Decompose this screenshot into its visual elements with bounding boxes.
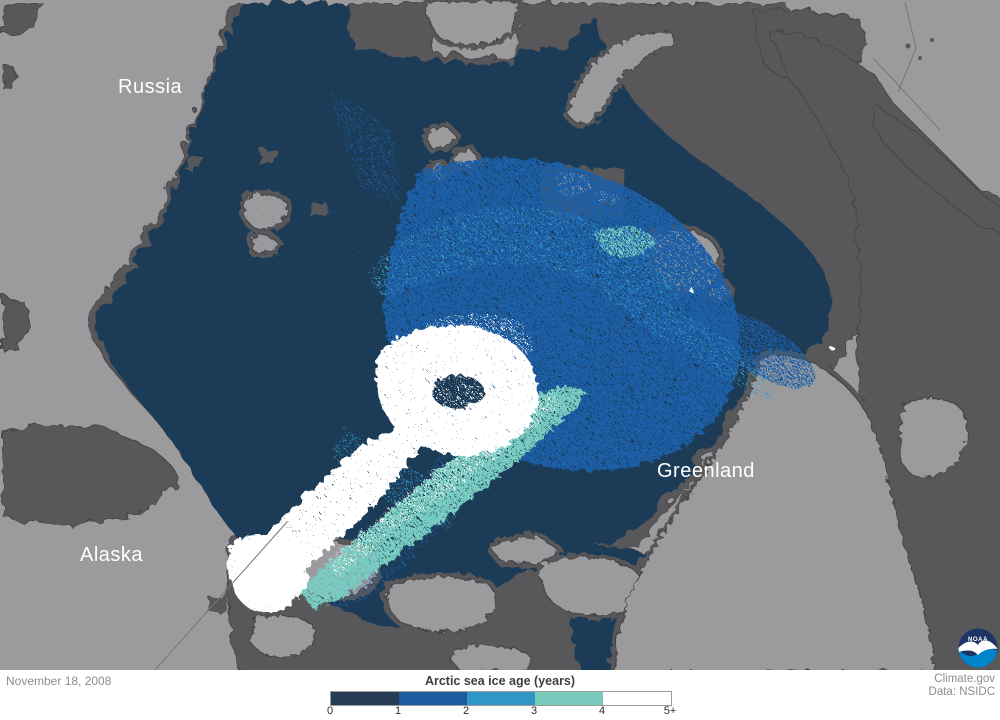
bering-sea bbox=[0, 421, 179, 522]
date-label: November 18, 2008 bbox=[6, 674, 112, 688]
legend-color-segment bbox=[399, 692, 467, 705]
noaa-gull-icon bbox=[958, 640, 998, 655]
border-lines bbox=[154, 1, 941, 670]
label-alaska: Alaska bbox=[80, 544, 143, 566]
legend-tick-label: 0 bbox=[326, 705, 334, 717]
credits: Climate.gov Data: NSIDC bbox=[929, 673, 995, 698]
legend-tick-label: 3 bbox=[530, 705, 538, 717]
legend-colorbar bbox=[330, 691, 672, 706]
noaa-logo: NOAA bbox=[958, 628, 998, 668]
legend-color-segment bbox=[603, 692, 671, 705]
legend-tick-label: 5+ bbox=[663, 705, 677, 717]
legend-color-segment bbox=[535, 692, 603, 705]
credit-climate-gov: Climate.gov bbox=[934, 673, 995, 685]
label-russia: Russia bbox=[118, 76, 183, 98]
legend-title: Arctic sea ice age (years) bbox=[424, 674, 576, 688]
legend-tick-label: 2 bbox=[462, 705, 470, 717]
legend-tick-label: 4 bbox=[598, 705, 606, 717]
legend-tick-label: 1 bbox=[394, 705, 402, 717]
arctic-map: Russia Alaska Greenland NOAA bbox=[0, 0, 1000, 670]
baltic-sea bbox=[871, 100, 1000, 231]
lakes bbox=[905, 38, 934, 60]
credit-data-source: Data: NSIDC bbox=[928, 685, 995, 698]
legend-ticks: 0 1 2 3 4 5+ bbox=[326, 705, 676, 719]
noaa-logo-text: NOAA bbox=[968, 637, 988, 643]
okhotsk-corner bbox=[0, 0, 41, 349]
label-greenland: Greenland bbox=[657, 460, 755, 482]
footer-bar: November 18, 2008 Arctic sea ice age (ye… bbox=[0, 670, 1000, 720]
legend-color-segment bbox=[331, 692, 399, 705]
ice-age-speckle-layers bbox=[226, 92, 834, 610]
legend-color-segment bbox=[467, 692, 535, 705]
